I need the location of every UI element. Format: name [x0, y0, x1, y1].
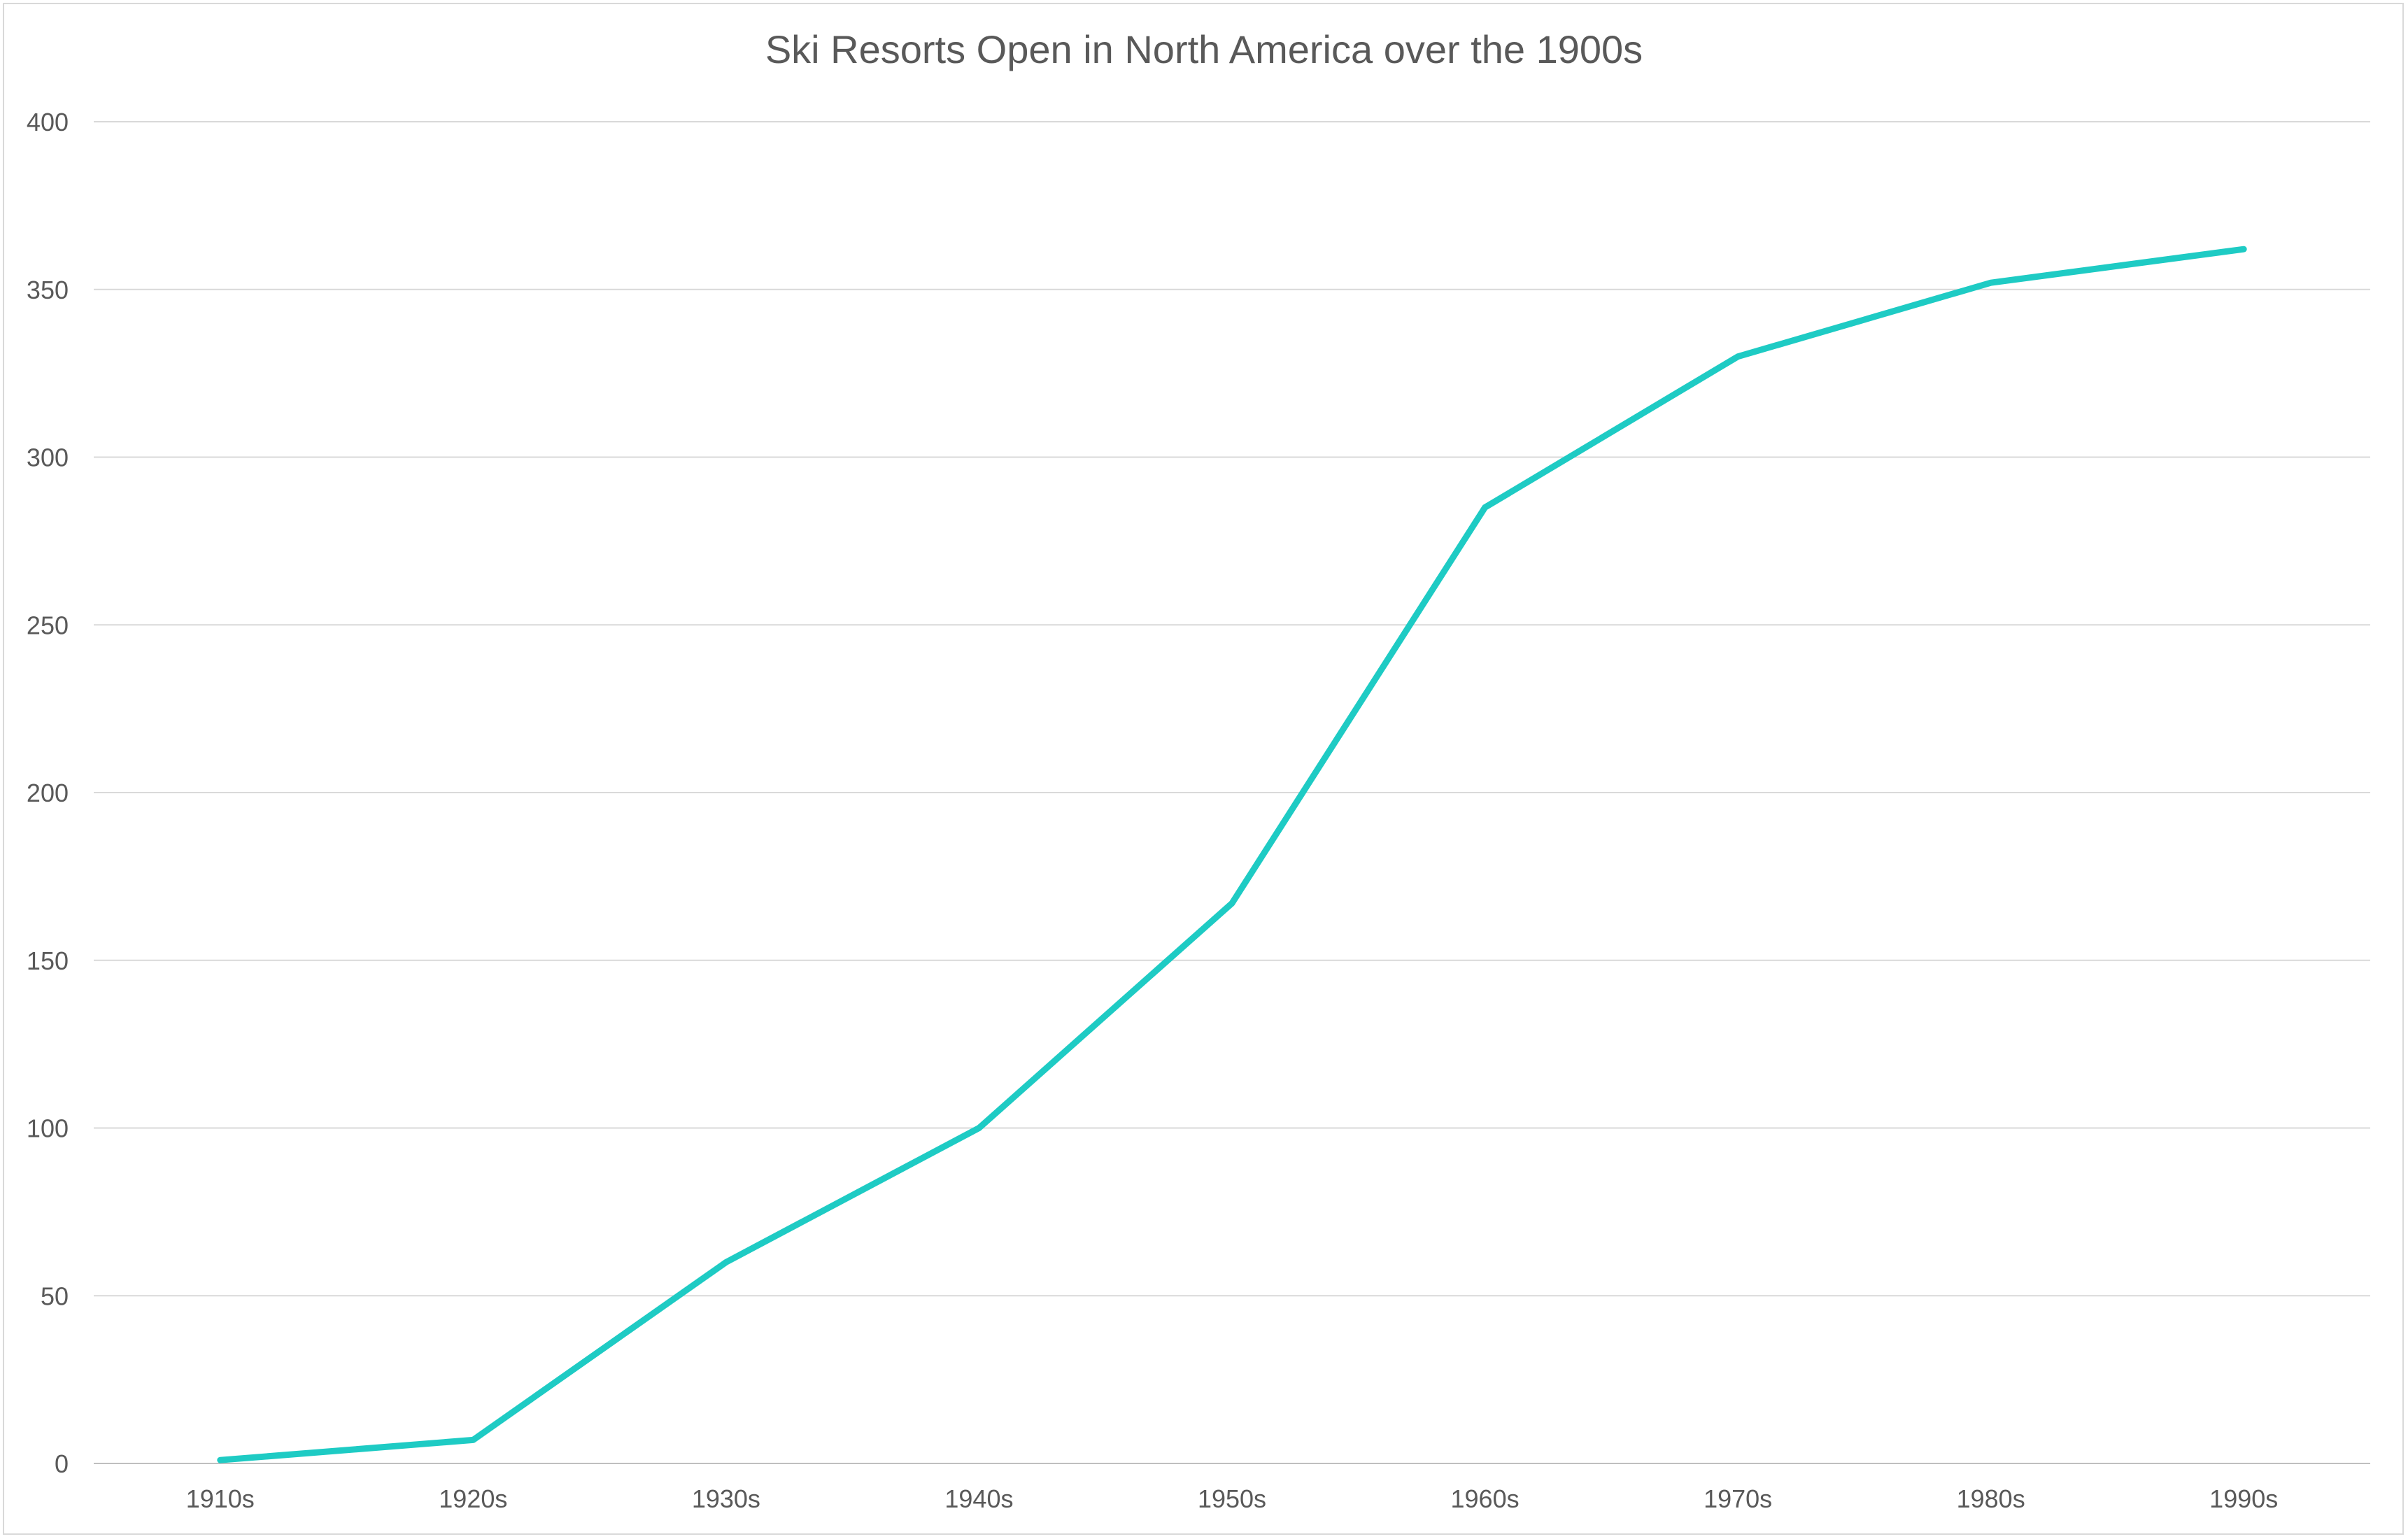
y-tick-label-100: 100 — [27, 1114, 69, 1143]
x-axis-tick-labels: 1910s 1920s 1930s 1940s 1950s 1960s 1970s 1980s… — [186, 1484, 2279, 1513]
x-tick-label-1910s: 1910s — [186, 1484, 255, 1513]
y-tick-label-50: 50 — [41, 1282, 69, 1310]
series-line-0 — [217, 246, 2247, 1463]
x-tick-label-1970s: 1970s — [1704, 1484, 1772, 1513]
y-tick-label-350: 350 — [27, 276, 69, 304]
gridlines — [94, 121, 2370, 1464]
y-tick-label-400: 400 — [27, 108, 69, 136]
y-tick-label-150: 150 — [27, 946, 69, 975]
chart-title: Ski Resorts Open in North America over t… — [765, 27, 1643, 71]
y-tick-label-0: 0 — [55, 1449, 69, 1478]
series-group — [217, 246, 2247, 1463]
x-tick-label-1990s: 1990s — [2209, 1484, 2278, 1513]
y-tick-label-250: 250 — [27, 611, 69, 639]
x-tick-label-1960s: 1960s — [1451, 1484, 1520, 1513]
x-tick-label-1920s: 1920s — [439, 1484, 507, 1513]
y-tick-label-200: 200 — [27, 779, 69, 807]
x-tick-label-1980s: 1980s — [1957, 1484, 2025, 1513]
chart-frame — [3, 3, 2404, 1535]
x-tick-label-1930s: 1930s — [692, 1484, 760, 1513]
x-tick-label-1950s: 1950s — [1198, 1484, 1266, 1513]
y-tick-label-300: 300 — [27, 444, 69, 472]
y-axis-tick-labels: 0 50 100 150 200 250 300 350 400 — [27, 108, 69, 1478]
x-tick-label-1940s: 1940s — [944, 1484, 1013, 1513]
